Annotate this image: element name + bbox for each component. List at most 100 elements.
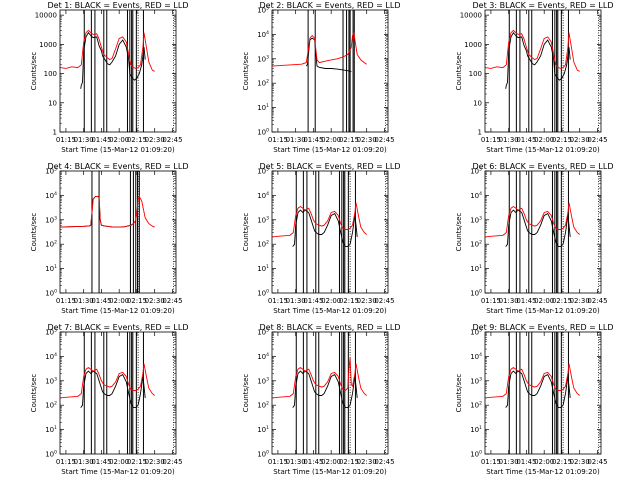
series-line-events <box>292 209 358 248</box>
panel-data <box>60 10 175 132</box>
panel-data <box>485 10 600 132</box>
y-tick-label: 105 <box>45 167 57 176</box>
chart-panel-5: Det 5: BLACK = Events, RED = LLD Counts/s… <box>242 162 400 315</box>
y-axis-label: Counts/sec <box>242 374 250 413</box>
y-tick-label: 100 <box>45 450 57 459</box>
x-tick-label: 01:15 <box>481 136 501 144</box>
x-axis-label: Start Time (15-Mar-12 01:09:20) <box>273 307 387 315</box>
y-tick-label: 100 <box>257 289 269 298</box>
y-axis-label: Counts/sec <box>455 213 463 252</box>
x-tick-label: 01:15 <box>268 136 288 144</box>
panel-frame <box>271 9 389 133</box>
x-axis-label: Start Time (15-Mar-12 01:09:20) <box>486 146 600 154</box>
x-tick-label: 02:15 <box>127 458 147 466</box>
panel-frame <box>484 170 602 294</box>
y-axis-label: Counts/sec <box>242 213 250 252</box>
y-tick-label: 102 <box>257 401 269 410</box>
y-tick-label: 100 <box>257 450 269 459</box>
y-tick-label: 103 <box>257 376 269 385</box>
x-tick-label: 02:45 <box>162 297 182 305</box>
y-tick-label: 103 <box>257 215 269 224</box>
x-tick-label: 02:45 <box>162 458 182 466</box>
panel-data <box>272 171 387 293</box>
y-tick-label: 102 <box>470 401 482 410</box>
x-tick-label: 02:00 <box>321 458 341 466</box>
x-tick-label: 01:45 <box>303 458 323 466</box>
y-tick-label: 101 <box>45 264 57 273</box>
y-tick-label: 100 <box>257 128 269 137</box>
x-tick-label: 02:15 <box>552 297 572 305</box>
y-tick-label: 105 <box>257 6 269 15</box>
x-tick-label: 01:30 <box>286 297 306 305</box>
y-tick-label: 10000 <box>460 12 482 20</box>
x-tick-label: 01:30 <box>74 297 94 305</box>
y-axis-label: Counts/sec <box>30 213 38 252</box>
y-axis-label: Counts/sec <box>455 374 463 413</box>
x-tick-label: 02:45 <box>374 297 394 305</box>
panel-title: Det 4: BLACK = Events, RED = LLD <box>48 162 189 171</box>
y-axis-label: Counts/sec <box>455 52 463 91</box>
chart-panel-3: Det 3: BLACK = Events, RED = LLD Counts/s… <box>455 1 613 154</box>
x-tick-label: 02:00 <box>534 297 554 305</box>
x-axis-label: Start Time (15-Mar-12 01:09:20) <box>486 307 600 315</box>
x-tick-label: 02:00 <box>109 136 129 144</box>
x-tick-label: 02:00 <box>109 458 129 466</box>
y-tick-label: 100 <box>44 70 57 78</box>
chart-panel-2: Det 2: BLACK = Events, RED = LLD Counts/s… <box>242 1 400 154</box>
x-axis-label: Start Time (15-Mar-12 01:09:20) <box>61 468 175 476</box>
panel-title: Det 9: BLACK = Events, RED = LLD <box>473 323 614 332</box>
x-tick-label: 02:45 <box>587 458 607 466</box>
y-tick-label: 101 <box>470 425 482 434</box>
x-tick-label: 02:15 <box>552 458 572 466</box>
x-tick-label: 01:15 <box>268 458 288 466</box>
series-line-events <box>80 370 146 409</box>
series-line-lld <box>60 29 155 72</box>
panel-data <box>60 171 175 293</box>
y-tick-label: 1000 <box>464 41 482 49</box>
series-line-events <box>305 37 352 73</box>
series-line-lld <box>485 29 580 72</box>
y-tick-label: 101 <box>257 425 269 434</box>
series-line-lld <box>272 202 367 238</box>
x-tick-label: 02:15 <box>127 136 147 144</box>
series-line-events <box>80 31 146 89</box>
y-tick-label: 103 <box>470 215 482 224</box>
panel-data <box>60 332 175 454</box>
panel-data <box>485 171 600 293</box>
series-line-lld <box>272 357 367 399</box>
chart-panel-1: Det 1: BLACK = Events, RED = LLD Counts/s… <box>30 1 188 154</box>
series-line-lld <box>485 363 580 399</box>
y-tick-label: 10000 <box>35 12 57 20</box>
x-tick-label: 01:15 <box>268 297 288 305</box>
x-tick-label: 01:15 <box>481 458 501 466</box>
x-tick-label: 01:30 <box>499 136 519 144</box>
y-tick-label: 102 <box>45 401 57 410</box>
y-tick-label: 10 <box>473 99 482 107</box>
y-tick-label: 103 <box>45 376 57 385</box>
x-tick-label: 02:15 <box>339 297 359 305</box>
y-tick-label: 10 <box>48 99 57 107</box>
panel-title: Det 3: BLACK = Events, RED = LLD <box>473 1 614 10</box>
x-tick-label: 01:30 <box>286 136 306 144</box>
y-tick-label: 100 <box>45 289 57 298</box>
x-tick-label: 01:15 <box>56 297 76 305</box>
x-tick-label: 02:30 <box>570 136 590 144</box>
x-tick-label: 01:30 <box>286 458 306 466</box>
y-tick-label: 103 <box>470 376 482 385</box>
y-tick-label: 1000 <box>39 41 57 49</box>
x-tick-label: 01:30 <box>74 458 94 466</box>
x-axis-label: Start Time (15-Mar-12 01:09:20) <box>61 146 175 154</box>
x-tick-label: 02:15 <box>339 136 359 144</box>
x-tick-label: 02:15 <box>127 297 147 305</box>
x-tick-label: 01:45 <box>91 297 111 305</box>
y-tick-label: 100 <box>470 289 482 298</box>
y-tick-label: 103 <box>257 54 269 63</box>
x-tick-label: 02:45 <box>587 297 607 305</box>
x-tick-label: 01:30 <box>499 297 519 305</box>
panel-title: Det 5: BLACK = Events, RED = LLD <box>260 162 401 171</box>
y-tick-label: 103 <box>45 215 57 224</box>
y-tick-label: 102 <box>257 240 269 249</box>
x-tick-label: 02:30 <box>570 297 590 305</box>
x-tick-label: 02:45 <box>162 136 182 144</box>
